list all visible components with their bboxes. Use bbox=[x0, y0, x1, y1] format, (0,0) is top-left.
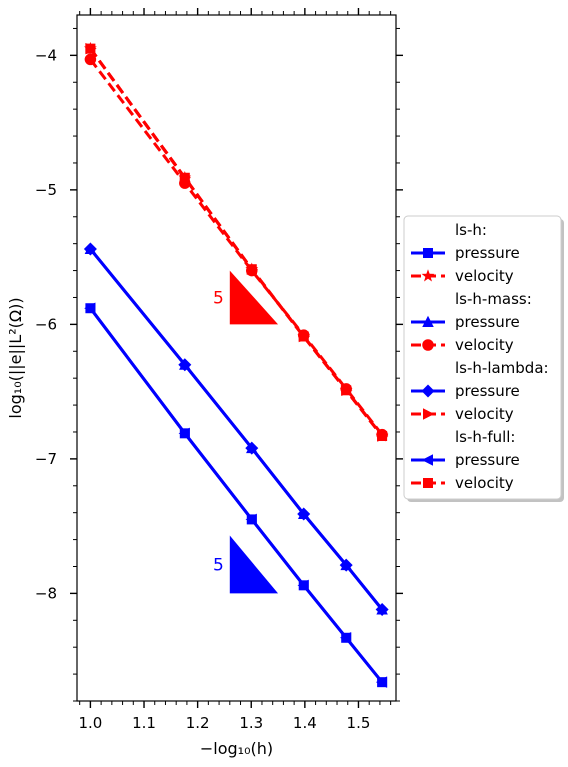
y-tick-label-0: −4 bbox=[35, 46, 57, 64]
legend-entry-1-1: velocity bbox=[455, 336, 514, 354]
legend-entry-3-0: pressure bbox=[455, 451, 520, 469]
series-line-ls-h-velocity bbox=[89, 47, 384, 437]
slope-label-1: 5 bbox=[213, 555, 224, 575]
legend-marker-2-0 bbox=[421, 384, 435, 398]
data-point-ls-h-full-velocity-1 bbox=[179, 172, 190, 183]
axis-ticks bbox=[70, 8, 403, 708]
series-line-ls-h-lambda-pressure bbox=[89, 248, 384, 611]
legend-marker-1-0 bbox=[422, 315, 434, 327]
data-point-ls-h-lambda-pressure-5 bbox=[375, 603, 389, 617]
data-point-ls-h-full-pressure-5 bbox=[375, 676, 388, 688]
legend-group-1: ls-h-mass: bbox=[455, 290, 532, 308]
legend-entry-3-1: velocity bbox=[455, 474, 514, 492]
legend-marker-3-1 bbox=[423, 478, 433, 488]
plot-frame bbox=[76, 14, 397, 702]
y-tick-label-2: −6 bbox=[35, 315, 57, 333]
legend-group-3: ls-h-full: bbox=[455, 428, 516, 446]
data-point-ls-h-lambda-pressure-2 bbox=[245, 441, 259, 455]
legend-marker-2-1 bbox=[423, 408, 435, 420]
data-point-ls-h-lambda-pressure-1 bbox=[178, 358, 192, 372]
x-tick-label-4: 1.4 bbox=[293, 714, 317, 732]
slope-triangle-0 bbox=[229, 270, 279, 325]
data-point-ls-h-full-velocity-0 bbox=[85, 43, 96, 54]
legend-entry-1-0: pressure bbox=[455, 313, 520, 331]
data-point-ls-h-lambda-pressure-4 bbox=[339, 558, 353, 572]
legend-marker-3-0 bbox=[421, 454, 433, 466]
legend-marker-1-1 bbox=[422, 339, 434, 351]
data-point-ls-h-full-pressure-0 bbox=[84, 302, 96, 314]
data-point-ls-h-lambda-pressure-0 bbox=[83, 242, 97, 256]
slope-triangle-1 bbox=[229, 535, 279, 594]
slope-triangles: 55 bbox=[213, 270, 279, 594]
legend-box bbox=[403, 215, 562, 500]
y-tick-label-3: −7 bbox=[35, 450, 57, 468]
slope-label-0: 5 bbox=[213, 288, 224, 308]
x-axis-label: −log₁₀(h) bbox=[200, 739, 273, 758]
legend-marker-0-1 bbox=[421, 269, 435, 282]
series-line-ls-h-lambda-velocity bbox=[89, 47, 384, 437]
legend-group-2: ls-h-lambda: bbox=[455, 359, 549, 377]
legend-entry-0-1: velocity bbox=[455, 267, 514, 285]
series-line-ls-h-full-velocity bbox=[89, 47, 384, 437]
data-point-ls-h-full-velocity-4 bbox=[341, 385, 352, 396]
y-tick-label-1: −5 bbox=[35, 181, 57, 199]
data-point-ls-h-full-pressure-1 bbox=[178, 427, 190, 440]
legend-entry-0-0: pressure bbox=[455, 244, 520, 262]
data-point-ls-h-full-pressure-3 bbox=[297, 579, 309, 592]
axis-tick-labels: 1.0 1.1 1.2 1.3 1.4 1.5 −4 −5 −6 −7 −8 bbox=[35, 46, 371, 732]
y-axis-label: log₁₀(||e||L²(Ω)) bbox=[6, 297, 25, 418]
x-tick-label-5: 1.5 bbox=[347, 714, 371, 732]
legend: ls-h: pressure velocity ls-h-mass: pressure v… bbox=[403, 215, 564, 502]
legend-entry-2-1: velocity bbox=[455, 405, 514, 423]
series-markers bbox=[83, 41, 389, 688]
x-tick-label-3: 1.3 bbox=[239, 714, 263, 732]
x-tick-label-1: 1.1 bbox=[132, 714, 156, 732]
data-point-ls-h-lambda-pressure-3 bbox=[297, 507, 311, 521]
legend-group-0: ls-h: bbox=[455, 221, 487, 239]
x-tick-label-0: 1.0 bbox=[78, 714, 102, 732]
legend-marker-0-0 bbox=[423, 248, 433, 258]
series-lines bbox=[89, 47, 384, 684]
data-point-ls-h-full-velocity-5 bbox=[377, 431, 388, 442]
legend-entry-2-0: pressure bbox=[455, 382, 520, 400]
series-line-ls-h-full-pressure bbox=[89, 307, 384, 684]
data-point-ls-h-full-velocity-2 bbox=[246, 264, 257, 275]
y-tick-label-4: −8 bbox=[35, 584, 57, 602]
x-tick-label-2: 1.2 bbox=[186, 714, 210, 732]
data-point-ls-h-full-pressure-2 bbox=[245, 513, 257, 526]
data-point-ls-h-full-velocity-3 bbox=[298, 331, 309, 342]
data-point-ls-h-mass-velocity-0 bbox=[84, 53, 97, 66]
data-point-ls-h-full-pressure-4 bbox=[339, 632, 352, 644]
